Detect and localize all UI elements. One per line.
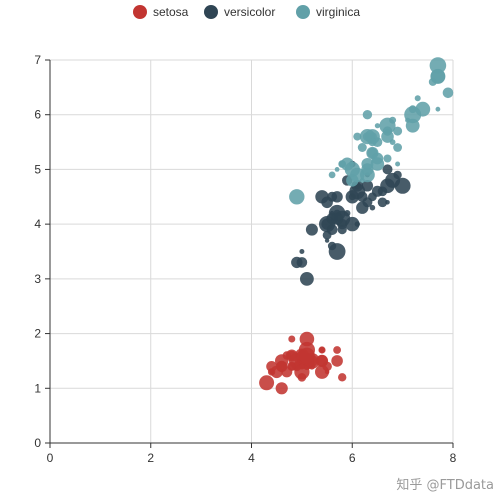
legend-item-setosa[interactable]: setosa: [133, 5, 189, 19]
virginica-point[interactable]: [328, 171, 336, 179]
virginica-point[interactable]: [340, 157, 354, 171]
legend-marker: [133, 5, 147, 19]
virginica-point[interactable]: [368, 138, 377, 147]
versicolor-point[interactable]: [324, 238, 330, 243]
setosa-point[interactable]: [259, 375, 275, 391]
versicolor-point[interactable]: [296, 257, 308, 268]
setosa-point[interactable]: [338, 373, 347, 382]
setosa-point[interactable]: [275, 382, 288, 395]
versicolor-point[interactable]: [305, 223, 318, 236]
versicolor-point[interactable]: [369, 204, 376, 211]
legend-label: virginica: [316, 5, 360, 19]
virginica-point[interactable]: [362, 110, 373, 120]
virginica-point[interactable]: [289, 189, 305, 205]
legend-marker: [296, 5, 310, 19]
virginica-point[interactable]: [414, 95, 421, 102]
setosa-point[interactable]: [294, 364, 310, 380]
setosa-point[interactable]: [322, 361, 332, 372]
setosa-point[interactable]: [288, 362, 296, 371]
x-tick-label: 0: [47, 451, 54, 465]
virginica-point[interactable]: [393, 126, 403, 136]
setosa-point[interactable]: [288, 335, 296, 343]
y-tick-label: 1: [34, 381, 41, 395]
y-tick-label: 7: [34, 53, 41, 67]
legend-item-virginica[interactable]: virginica: [296, 5, 360, 19]
y-tick-label: 6: [34, 108, 41, 122]
virginica-point[interactable]: [405, 118, 420, 133]
x-tick-label: 4: [248, 451, 255, 465]
versicolor-point[interactable]: [331, 212, 344, 225]
versicolor-point[interactable]: [380, 178, 395, 194]
points-layer: [259, 57, 454, 395]
virginica-point[interactable]: [395, 161, 401, 167]
versicolor-point[interactable]: [322, 230, 332, 240]
virginica-point[interactable]: [393, 143, 402, 152]
x-tick-label: 6: [349, 451, 356, 465]
virginica-point[interactable]: [334, 167, 340, 172]
versicolor-point[interactable]: [321, 218, 333, 230]
versicolor-point[interactable]: [354, 221, 360, 227]
virginica-point[interactable]: [357, 143, 367, 152]
setosa-point[interactable]: [319, 347, 325, 353]
setosa-point[interactable]: [331, 355, 343, 367]
setosa-point[interactable]: [333, 346, 341, 354]
versicolor-point[interactable]: [300, 272, 314, 286]
setosa-point[interactable]: [314, 358, 320, 363]
y-tick-label: 3: [34, 272, 41, 286]
watermark-text: 知乎 @FTDdata: [396, 477, 494, 493]
x-tick-label: 2: [147, 451, 154, 465]
legend[interactable]: setosa versicolor virginica: [133, 5, 360, 19]
y-tick-label: 5: [34, 162, 41, 176]
virginica-point[interactable]: [430, 69, 446, 84]
virginica-point[interactable]: [382, 126, 393, 136]
virginica-point[interactable]: [389, 116, 397, 124]
setosa-point[interactable]: [299, 331, 315, 347]
setosa-point[interactable]: [324, 369, 330, 375]
versicolor-point[interactable]: [328, 243, 346, 260]
legend-item-versicolor[interactable]: versicolor: [204, 5, 275, 19]
axis-layer: 0 2 4 6 8 0 1 2 3 4 5 6 7: [34, 53, 456, 465]
versicolor-point[interactable]: [356, 201, 369, 214]
virginica-point[interactable]: [415, 101, 431, 117]
versicolor-point[interactable]: [349, 183, 366, 200]
virginica-point[interactable]: [383, 154, 392, 163]
setosa-point[interactable]: [299, 347, 315, 364]
setosa-point[interactable]: [299, 363, 305, 369]
virginica-point[interactable]: [442, 87, 454, 99]
legend-label: versicolor: [224, 5, 275, 19]
y-tick-label: 4: [34, 217, 41, 231]
y-tick-label: 2: [34, 327, 41, 341]
virginica-point[interactable]: [371, 152, 384, 165]
versicolor-point[interactable]: [382, 164, 393, 175]
versicolor-point[interactable]: [299, 249, 305, 254]
grid-layer: [50, 59, 454, 443]
versicolor-point[interactable]: [377, 197, 388, 208]
virginica-point[interactable]: [346, 174, 359, 187]
virginica-point[interactable]: [353, 132, 362, 141]
setosa-point[interactable]: [276, 360, 288, 373]
y-tick-label: 0: [34, 436, 41, 450]
legend-label: setosa: [153, 5, 189, 19]
virginica-point[interactable]: [435, 106, 441, 112]
x-tick-label: 8: [450, 451, 457, 465]
setosa-point[interactable]: [269, 369, 275, 375]
virginica-point[interactable]: [374, 123, 380, 129]
legend-marker: [204, 5, 218, 19]
virginica-point[interactable]: [429, 57, 447, 74]
versicolor-point[interactable]: [321, 196, 333, 209]
virginica-point[interactable]: [361, 163, 374, 176]
